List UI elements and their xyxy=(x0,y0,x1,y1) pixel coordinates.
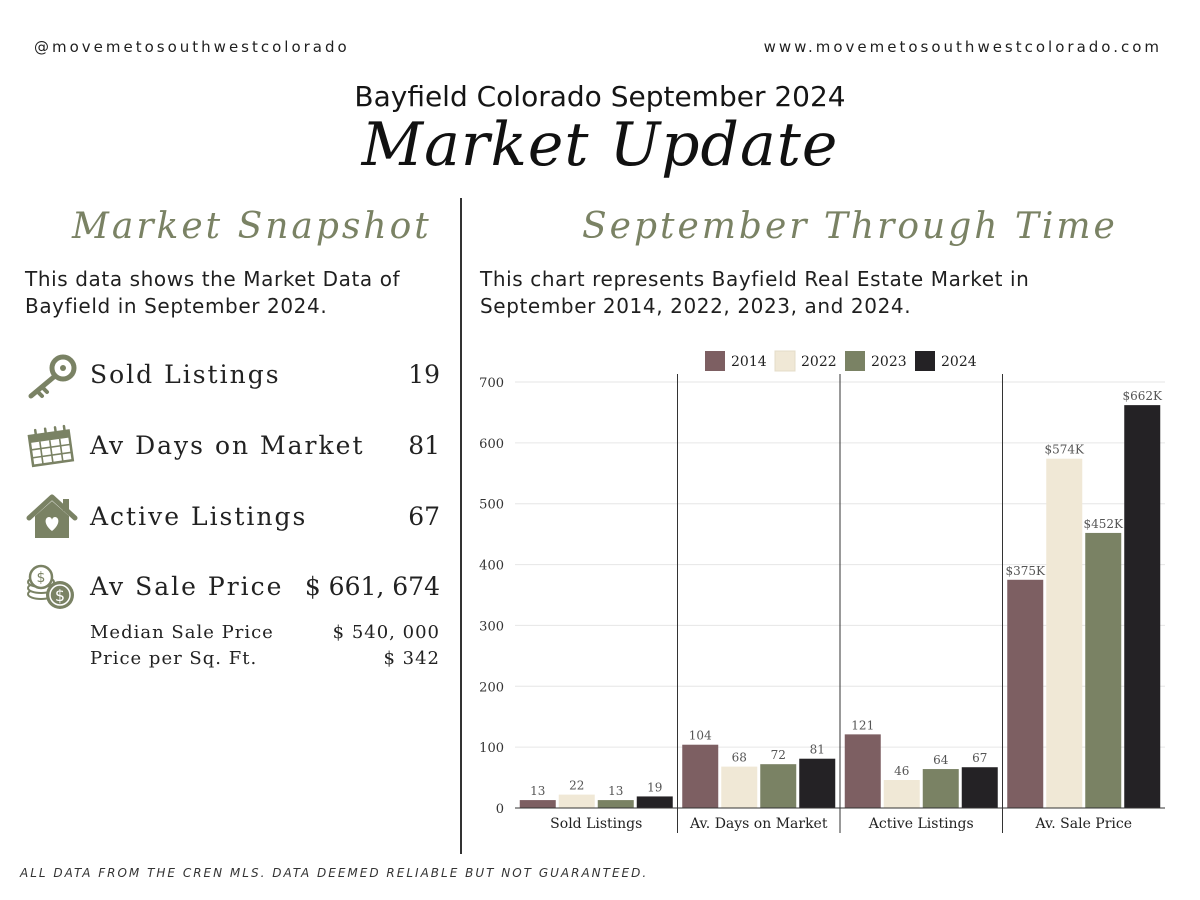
data-label: 104 xyxy=(689,729,712,743)
metric-value: 81 xyxy=(408,431,440,460)
bar-2022 xyxy=(721,766,758,808)
data-label: 64 xyxy=(933,753,949,767)
sub-metric-label: Median Sale Price xyxy=(90,622,274,643)
house-heart-icon xyxy=(25,494,79,544)
svg-text:$: $ xyxy=(37,570,46,586)
metric-active-listings: Active Listings 67 xyxy=(25,494,440,544)
metric-sold-listings: Sold Listings 19 xyxy=(25,352,440,402)
bar-2022 xyxy=(1046,458,1083,808)
legend-swatch-2024 xyxy=(915,351,935,371)
data-label: 46 xyxy=(894,764,909,778)
data-label: 81 xyxy=(810,743,825,757)
data-label: 67 xyxy=(972,751,987,765)
data-label: $375K xyxy=(1005,564,1046,578)
legend-swatch-2022 xyxy=(774,350,796,372)
data-label: $574K xyxy=(1044,443,1085,457)
metric-label: Av Sale Price xyxy=(90,572,284,601)
calendar-icon xyxy=(25,423,79,473)
website-link[interactable]: www.movemetosouthwestcolorado.com xyxy=(763,38,1162,56)
y-tick-label: 300 xyxy=(479,619,504,634)
y-tick-label: 600 xyxy=(479,437,504,452)
x-tick-label: Av. Sale Price xyxy=(1034,816,1132,832)
bar-2024 xyxy=(961,767,998,808)
metric-value: 19 xyxy=(408,360,440,389)
data-label: 13 xyxy=(608,784,623,798)
data-label: 22 xyxy=(569,779,584,793)
sub-metric-value: $ 342 xyxy=(383,648,440,669)
y-tick-label: 0 xyxy=(496,802,504,817)
disclaimer: ALL DATA FROM THE CREN MLS. DATA DEEMED … xyxy=(20,866,649,880)
legend-swatch-2014 xyxy=(705,351,725,371)
x-tick-label: Av. Days on Market xyxy=(689,816,828,832)
metric-label: Sold Listings xyxy=(90,360,281,389)
bar-2014 xyxy=(519,800,556,808)
bar-2014 xyxy=(844,734,881,808)
coins-icon: $ $ xyxy=(25,564,79,614)
bar-2014 xyxy=(1007,579,1044,808)
bar-2022 xyxy=(883,780,920,808)
bar-2023 xyxy=(597,800,634,808)
data-label: 72 xyxy=(771,748,786,762)
y-tick-label: 200 xyxy=(479,680,504,695)
data-label: $662K xyxy=(1122,389,1163,403)
metric-days-on-market: Av Days on Market 81 xyxy=(25,423,440,473)
data-label: 121 xyxy=(851,718,874,732)
bar-2023 xyxy=(760,764,797,808)
page-subtitle: Bayfield Colorado September 2024 xyxy=(354,80,846,113)
sub-metric-value: $ 540, 000 xyxy=(332,622,440,643)
price-per-sqft-row: Price per Sq. Ft. $ 342 xyxy=(90,648,440,669)
bar-2014 xyxy=(682,744,719,808)
key-icon xyxy=(25,352,79,402)
y-tick-label: 400 xyxy=(479,559,504,574)
through-time-description: This chart represents Bayfield Real Esta… xyxy=(480,267,1030,318)
y-tick-label: 500 xyxy=(479,498,504,513)
x-tick-label: Sold Listings xyxy=(550,816,642,832)
snapshot-heading: Market Snapshot xyxy=(72,206,432,247)
y-tick-label: 700 xyxy=(479,376,504,391)
snapshot-description: This data shows the Market Data of Bayfi… xyxy=(25,267,401,318)
metric-value: 67 xyxy=(408,502,440,531)
legend-label: 2023 xyxy=(871,354,907,370)
y-tick-label: 100 xyxy=(479,741,504,756)
legend-label: 2024 xyxy=(941,354,977,370)
bar-2024 xyxy=(799,758,836,808)
data-label: 13 xyxy=(530,784,545,798)
metric-sale-price: $ $ Av Sale Price $ 661, 674 xyxy=(25,564,440,614)
data-label: 19 xyxy=(647,780,662,794)
legend-label: 2022 xyxy=(801,354,837,370)
legend-swatch-2023 xyxy=(845,351,865,371)
bar-chart: 0 100 200 300 400 500 600 700 13 22 13 19 Sold Listi… xyxy=(479,350,1165,833)
instagram-handle: @movemetosouthwestcolorado xyxy=(34,38,350,56)
bar-2023 xyxy=(922,769,959,808)
median-sale-price-row: Median Sale Price $ 540, 000 xyxy=(90,622,440,643)
through-time-heading: September Through Time xyxy=(582,206,1118,247)
data-label: 68 xyxy=(732,751,747,765)
metric-label: Av Days on Market xyxy=(90,431,365,460)
legend-label: 2014 xyxy=(731,354,767,370)
page-title: Market Update xyxy=(361,110,839,180)
bar-2024 xyxy=(1124,405,1161,808)
bar-2024 xyxy=(636,796,673,808)
data-label: $452K xyxy=(1083,517,1124,531)
bar-2023 xyxy=(1085,532,1122,808)
metric-value: $ 661, 674 xyxy=(304,572,440,601)
bar-2022 xyxy=(558,794,595,808)
column-divider xyxy=(460,198,462,854)
sub-metric-label: Price per Sq. Ft. xyxy=(90,648,258,669)
svg-text:$: $ xyxy=(55,586,65,605)
x-tick-label: Active Listings xyxy=(868,816,974,832)
metric-label: Active Listings xyxy=(90,502,308,531)
